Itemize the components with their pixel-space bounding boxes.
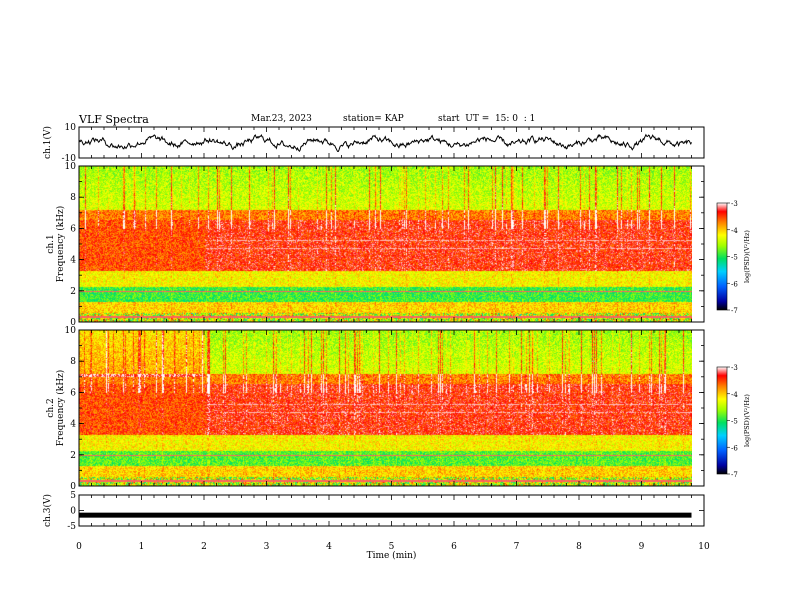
x-tick-label: 3 <box>264 542 270 552</box>
colorbar-tick-label: -5 <box>731 254 738 262</box>
ylabel-line: ch.1 <box>46 234 56 253</box>
colorbar-tick-label: -4 <box>731 391 738 399</box>
y-tick-label: 10 <box>65 123 77 133</box>
colorbar-tick-label: -7 <box>731 471 738 479</box>
ylabel-line: ch.2 <box>46 398 56 417</box>
ch1-spectrogram-colorbar-label: log(PSD)(V²/Hz) <box>743 230 751 283</box>
x-tick-label: 0 <box>76 542 82 552</box>
y-tick-label: 0 <box>70 482 76 492</box>
y-tick-label: 10 <box>65 162 77 172</box>
colorbar-tick-label: -6 <box>731 444 738 452</box>
x-tick-label: 10 <box>698 542 710 552</box>
colorbar-tick-label: -3 <box>731 200 738 208</box>
ch2-spectrogram-colorbar-label: log(PSD)(V²/Hz) <box>743 394 751 447</box>
ylabel-line: Frequency (kHz) <box>55 206 66 283</box>
y-tick-label: 4 <box>70 256 76 266</box>
date-label: Mar.23, 2023 <box>251 114 312 124</box>
ch1-spectrogram-raster <box>79 166 692 322</box>
colorbar-tick-label: -7 <box>731 307 738 315</box>
y-tick-label: -10 <box>62 154 77 164</box>
x-tick-label: 6 <box>451 542 457 552</box>
x-tick-label: 9 <box>639 542 645 552</box>
y-tick-label: -5 <box>67 522 76 532</box>
ch3-signal-band <box>79 512 692 518</box>
colorbar-tick-label: -3 <box>731 364 738 372</box>
start-time-label: start UT = 15: 0 : 1 <box>438 114 536 124</box>
x-tick-label: 4 <box>326 542 332 552</box>
colorbar-tick-label: -4 <box>731 227 738 235</box>
ch2-spectrogram-ylabel: ch.2Frequency (kHz) <box>46 370 66 447</box>
y-tick-label: 2 <box>70 287 76 297</box>
x-axis-label: Time (min) <box>367 550 417 561</box>
y-tick-label: 6 <box>70 224 76 234</box>
y-tick-label: 5 <box>70 491 76 501</box>
figure-title: VLF Spectra <box>79 113 149 126</box>
station-label: station= KAP <box>343 114 404 124</box>
y-tick-label: 10 <box>65 326 77 336</box>
ch3-signal-ylabel: ch.3(V) <box>42 494 53 527</box>
x-tick-label: 1 <box>139 542 145 552</box>
colorbar-tick-label: -5 <box>731 418 738 426</box>
ch1-waveform-ylabel: ch.1(V) <box>42 126 53 159</box>
ch1-spectrogram-ylabel: ch.1Frequency (kHz) <box>46 206 66 283</box>
x-tick-label: 7 <box>514 542 520 552</box>
ch2-spectrogram-colorbar <box>716 366 728 475</box>
y-tick-label: 2 <box>70 451 76 461</box>
y-tick-label: 4 <box>70 420 76 430</box>
x-tick-label: 8 <box>576 542 582 552</box>
ylabel-line: Frequency (kHz) <box>55 370 66 447</box>
y-tick-label: 0 <box>70 507 76 517</box>
ch1-spectrogram-colorbar <box>716 202 728 311</box>
y-tick-label: 8 <box>70 193 76 203</box>
colorbar-tick-label: -6 <box>731 280 738 288</box>
x-tick-label: 5 <box>389 542 395 552</box>
y-tick-label: 6 <box>70 388 76 398</box>
x-tick-label: 2 <box>201 542 207 552</box>
y-tick-label: 8 <box>70 357 76 367</box>
ch1-waveform-line <box>78 133 692 153</box>
ch2-spectrogram-raster <box>79 330 692 486</box>
y-tick-label: 0 <box>70 318 76 328</box>
